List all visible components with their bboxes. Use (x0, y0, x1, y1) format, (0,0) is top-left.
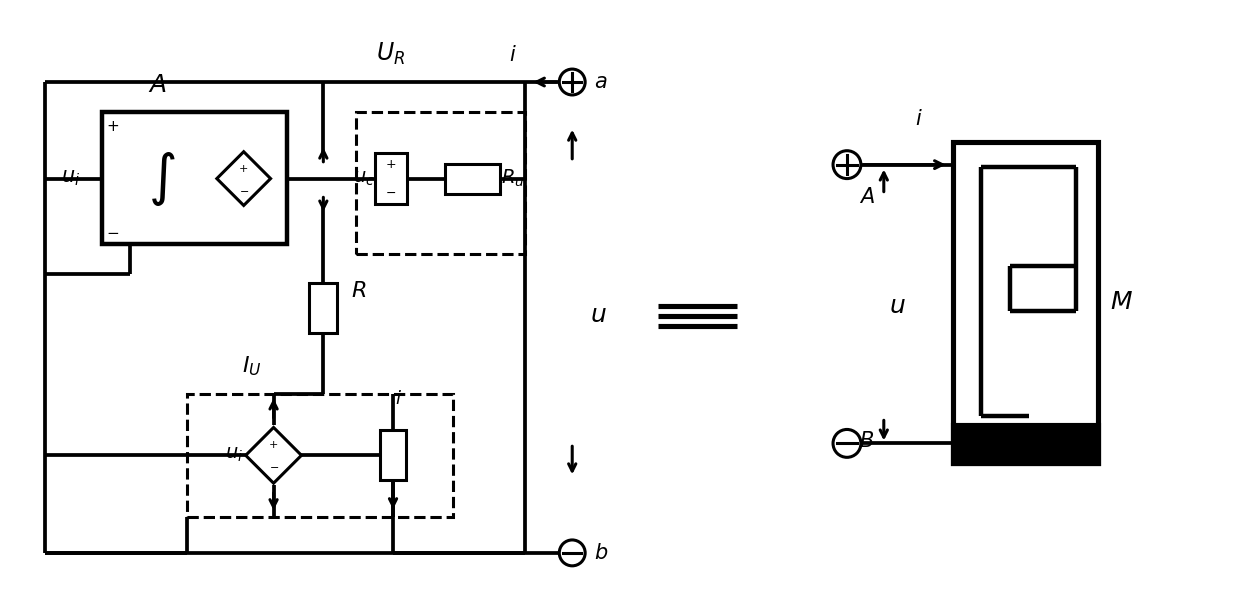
Text: $I_U$: $I_U$ (242, 354, 262, 378)
Text: $R$: $R$ (351, 280, 367, 302)
Circle shape (559, 69, 585, 95)
Bar (954, 142, 1097, 463)
Text: $a$: $a$ (594, 73, 608, 92)
Text: +: + (105, 120, 119, 134)
Text: $u_i$: $u_i$ (61, 169, 81, 188)
Text: +: + (269, 440, 278, 450)
Text: $-$: $-$ (238, 185, 249, 195)
Text: $i$: $i$ (394, 389, 402, 408)
Text: $U_R$: $U_R$ (377, 41, 405, 67)
Text: $B$: $B$ (859, 431, 874, 452)
Text: +: + (386, 158, 397, 171)
Polygon shape (217, 152, 270, 206)
Text: $u_i$: $u_i$ (224, 446, 243, 464)
Text: $\int$: $\int$ (149, 150, 176, 208)
Bar (187, 394, 453, 517)
Text: $u$: $u$ (889, 294, 905, 317)
Bar (310, 283, 337, 333)
Text: $u_c$: $u_c$ (353, 169, 374, 188)
Text: $-$: $-$ (269, 461, 279, 471)
Text: $R_u$: $R_u$ (501, 168, 525, 189)
Text: $b$: $b$ (594, 543, 609, 563)
Text: $-$: $-$ (386, 186, 397, 199)
Text: $M$: $M$ (1110, 291, 1132, 314)
Text: $i$: $i$ (508, 45, 516, 65)
Bar (445, 164, 500, 193)
Text: $A$: $A$ (148, 74, 166, 97)
Circle shape (833, 151, 861, 179)
Circle shape (559, 540, 585, 566)
Text: $-$: $-$ (105, 224, 119, 239)
Circle shape (833, 429, 861, 457)
Text: $u$: $u$ (590, 304, 606, 328)
Text: $A$: $A$ (859, 187, 875, 206)
Bar (381, 431, 405, 480)
Polygon shape (246, 428, 301, 483)
Bar (356, 112, 526, 254)
Bar (376, 153, 407, 205)
Text: $i$: $i$ (915, 109, 923, 129)
Bar (954, 426, 1097, 463)
Text: +: + (239, 164, 248, 174)
Bar (103, 112, 286, 245)
